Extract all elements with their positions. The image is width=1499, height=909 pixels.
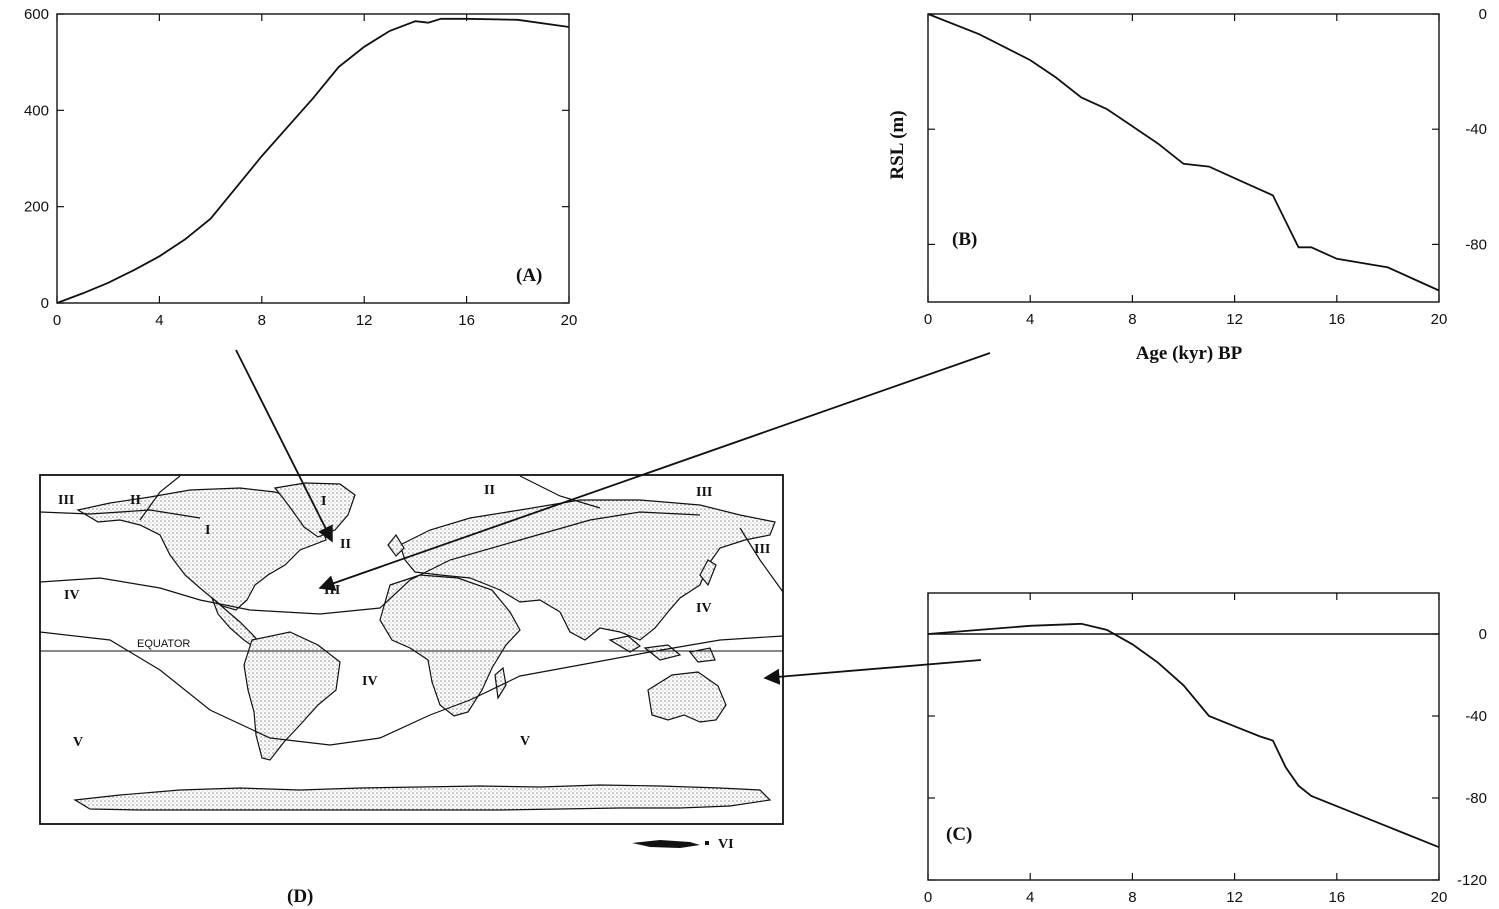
madagascar-land	[494, 666, 507, 700]
greenland-land	[273, 482, 356, 538]
y-tick-labels-b: 0 -40 -80	[1465, 6, 1487, 253]
x-tick-label-a-2: 8	[258, 312, 266, 329]
britain-land	[387, 533, 405, 557]
tick-marks-c	[927, 593, 1440, 881]
series-line-a	[56, 17, 570, 304]
plot-frame-c	[927, 592, 1440, 881]
y-tick-label-a-0: 0	[41, 295, 49, 312]
x-tick-label-c-3: 12	[1226, 889, 1243, 906]
panel-c: 0 4 8 12 16 20 0 -40 -80 -120 (C)	[924, 592, 1487, 906]
zone-label-ii-alaska: II	[130, 493, 141, 508]
y-tick-label-c-2: -80	[1465, 790, 1487, 807]
zone-boundary-6	[739, 527, 784, 593]
eurasia-land	[399, 499, 776, 641]
equator-label: EQUATOR	[137, 638, 190, 650]
antarctica-land	[73, 784, 772, 811]
zone-label-i-canada: I	[205, 523, 210, 538]
australia-land	[647, 671, 727, 723]
tick-marks-a	[56, 13, 570, 304]
x-tick-label-c-1: 4	[1026, 889, 1034, 906]
x-tick-label-a-0: 0	[53, 312, 61, 329]
x-tick-label-c-2: 8	[1128, 889, 1136, 906]
zone-label-iii-nw-pacific: III	[58, 493, 74, 508]
x-tick-label-b-2: 8	[1128, 311, 1136, 328]
world-map-panel: EQUATOR I I II II II III III III III IV …	[39, 474, 784, 907]
connector-arrows	[235, 349, 991, 685]
indonesia-islands	[608, 635, 716, 663]
zone-boundary-2	[139, 475, 181, 521]
zone-label-iv-pacific-east: IV	[696, 601, 712, 616]
zone-boundaries	[39, 475, 784, 746]
y-tick-label-a-2: 400	[24, 102, 49, 119]
zone-label-vi-legend: VI	[718, 837, 734, 852]
x-tick-label-b-0: 0	[924, 311, 932, 328]
x-tick-label-a-3: 12	[356, 312, 373, 329]
x-tick-label-c-4: 16	[1328, 889, 1345, 906]
japan-islands	[699, 559, 717, 587]
panel-label-b: (B)	[952, 229, 977, 250]
zone-label-v-indian: V	[520, 734, 530, 749]
plot-frame-a	[56, 13, 570, 304]
arrow-b-to-map	[318, 352, 991, 591]
y-tick-label-c-3: -120	[1457, 872, 1487, 889]
plot-frame-b	[927, 13, 1440, 303]
zone-boundary-5	[519, 475, 601, 509]
y-tick-label-b-0: 0	[1479, 6, 1487, 23]
x-tick-label-c-0: 0	[924, 889, 932, 906]
zone-vi-legend-dot	[705, 841, 709, 845]
zone-label-iv-pacific-west: IV	[64, 588, 80, 603]
panel-b: 0 4 8 12 16 20 0 -40 -80 (B) RSL (m) Age (kyr) …	[887, 6, 1487, 364]
x-tick-labels-b: 0 4 8 12 16 20	[924, 311, 1448, 328]
arrow-c-to-map	[763, 659, 982, 685]
panel-label-a: (A)	[516, 265, 542, 286]
zone-label-v-south-pacific: V	[73, 735, 83, 750]
series-line-b	[927, 13, 1440, 292]
y-tick-label-a-1: 200	[24, 199, 49, 216]
zone-label-ii-north-atlantic: II	[340, 537, 351, 552]
land-masses	[73, 482, 776, 811]
arrow-a-to-map	[235, 349, 333, 543]
x-tick-label-b-5: 20	[1431, 311, 1448, 328]
zone-label-i-greenland: I	[321, 494, 326, 509]
north-america-land	[76, 487, 327, 611]
panel-label-d: (D)	[287, 886, 313, 907]
tick-marks-b	[927, 13, 1440, 302]
panel-a: 0 4 8 12 16 20 0 200 400 600 (A)	[24, 6, 577, 329]
zone-boundary-4	[39, 631, 784, 746]
zone-boundary-3	[39, 511, 701, 615]
series-line-c	[927, 622, 1440, 849]
x-tick-label-a-5: 20	[561, 312, 578, 329]
zone-boundary-1	[39, 509, 201, 519]
y-tick-label-c-1: -40	[1465, 708, 1487, 725]
x-tick-labels-c: 0 4 8 12 16 20	[924, 889, 1448, 906]
x-tick-label-b-1: 4	[1026, 311, 1034, 328]
panel-label-c: (C)	[946, 824, 972, 845]
y-tick-label-b-1: -40	[1465, 121, 1487, 138]
zone-vi-legend-shoreline	[632, 840, 700, 848]
x-tick-labels-a: 0 4 8 12 16 20	[53, 312, 578, 329]
y-tick-label-c-0: 0	[1479, 626, 1487, 643]
y-tick-labels-c: 0 -40 -80 -120	[1457, 626, 1487, 889]
x-axis-label-b: Age (kyr) BP	[1136, 343, 1243, 364]
zone-label-ii-arctic: II	[484, 483, 495, 498]
x-tick-label-b-3: 12	[1226, 311, 1243, 328]
y-tick-labels-a: 0 200 400 600	[24, 6, 49, 312]
x-tick-label-b-4: 16	[1328, 311, 1345, 328]
zone-label-iii-ne-pacific: III	[754, 542, 770, 557]
y-tick-label-b-2: -80	[1465, 236, 1487, 253]
zone-label-iii-siberia: III	[696, 485, 712, 500]
x-tick-label-c-5: 20	[1431, 889, 1448, 906]
y-tick-label-a-3: 600	[24, 6, 49, 23]
x-tick-label-a-1: 4	[155, 312, 163, 329]
y-axis-label-b: RSL (m)	[887, 110, 908, 179]
zone-label-iv-south-atlantic: IV	[362, 674, 378, 689]
x-tick-label-a-4: 16	[458, 312, 475, 329]
africa-land	[379, 574, 521, 717]
